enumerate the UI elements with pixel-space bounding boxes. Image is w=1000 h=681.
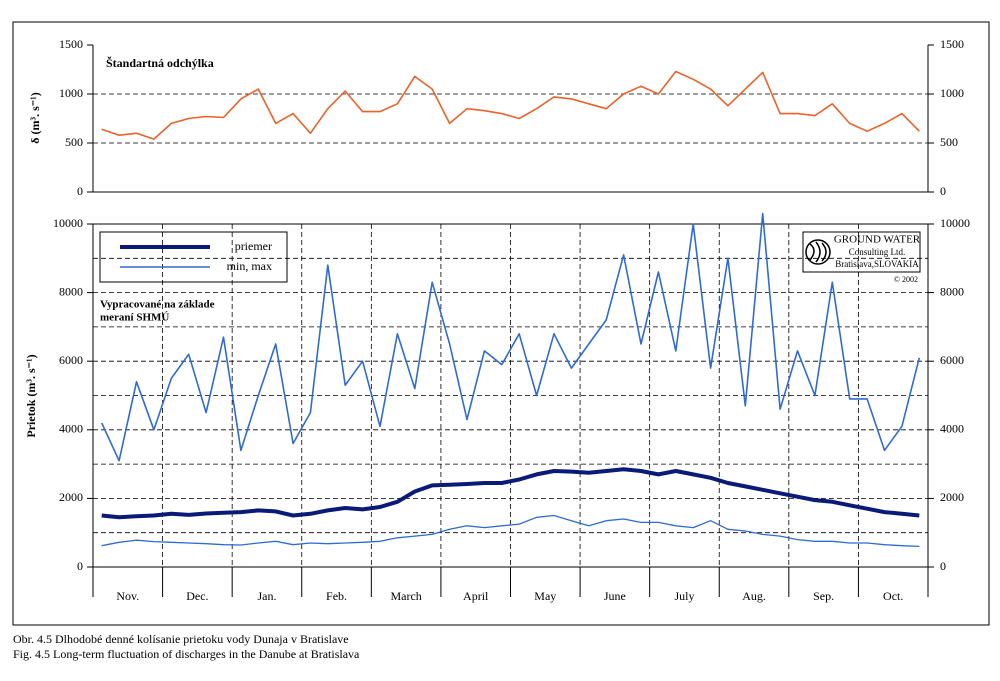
legend-label: min, max: [227, 259, 272, 273]
x-tick-label: April: [463, 589, 489, 603]
y2-tick-label: 1000: [940, 86, 964, 100]
x-tick-label: Feb.: [326, 589, 347, 603]
x-tick-label: Aug.: [742, 589, 766, 603]
x-tick-label: July: [674, 589, 694, 603]
y2-tick-label: 10000: [940, 216, 970, 230]
y-tick-label: 6000: [59, 353, 83, 367]
y-tick-label: 10000: [53, 216, 83, 230]
logo-text: © 2002: [894, 275, 918, 284]
annotation: meraní SHMÚ: [100, 312, 169, 324]
logo-box: [802, 231, 921, 273]
y2-tick-label: 1500: [940, 37, 964, 51]
top-y-label: δ (m³. s⁻¹): [28, 92, 42, 143]
logo-text: Consulting Ltd.: [849, 247, 906, 257]
y2-tick-label: 500: [940, 135, 958, 149]
caption: Obr. 4.5 Dlhodobé denné kolísanie prieto…: [13, 632, 349, 646]
y-tick-label: 1500: [59, 37, 83, 51]
x-tick-label: Sep.: [813, 589, 834, 603]
y2-tick-label: 0: [940, 184, 946, 198]
y-tick-label: 1000: [59, 86, 83, 100]
x-tick-label: Nov.: [116, 589, 139, 603]
x-tick-label: Oct.: [883, 589, 903, 603]
y2-tick-label: 0: [940, 559, 946, 573]
max-line: [100, 212, 921, 462]
legend-label: priemer: [235, 239, 272, 253]
x-tick-label: Dec.: [186, 589, 208, 603]
x-tick-label: June: [604, 589, 626, 603]
legend-box: [99, 231, 288, 283]
logo-icon: [805, 239, 831, 265]
logo-text: Bratislava,SLOVAKIA: [835, 259, 919, 269]
series-line: [101, 467, 920, 520]
y-tick-label: 2000: [59, 490, 83, 504]
x-tick-label: May: [534, 589, 556, 603]
y-tick-label: 0: [77, 559, 83, 573]
min-line: [101, 514, 920, 548]
y-tick-label: 500: [65, 135, 83, 149]
y-tick-label: 4000: [59, 422, 83, 436]
y2-tick-label: 2000: [940, 490, 964, 504]
annotation: Vypracované na základe: [100, 299, 215, 311]
x-tick-label: Jan.: [257, 589, 276, 603]
y2-tick-label: 8000: [940, 284, 964, 298]
x-tick-label: March: [390, 589, 421, 603]
bottom-y-label: Prietok (m³. s⁻¹): [24, 354, 38, 437]
series-line: [101, 70, 920, 140]
frame: [12, 21, 990, 626]
y2-tick-label: 6000: [940, 353, 964, 367]
y-tick-label: 8000: [59, 284, 83, 298]
y-tick-label: 0: [77, 184, 83, 198]
caption: Fig. 4.5 Long-term fluctuation of discha…: [13, 647, 360, 661]
top-title: Štandartná odchýlka: [106, 56, 214, 70]
y2-tick-label: 4000: [940, 422, 964, 436]
logo-text: GROUND WATER: [834, 234, 921, 246]
